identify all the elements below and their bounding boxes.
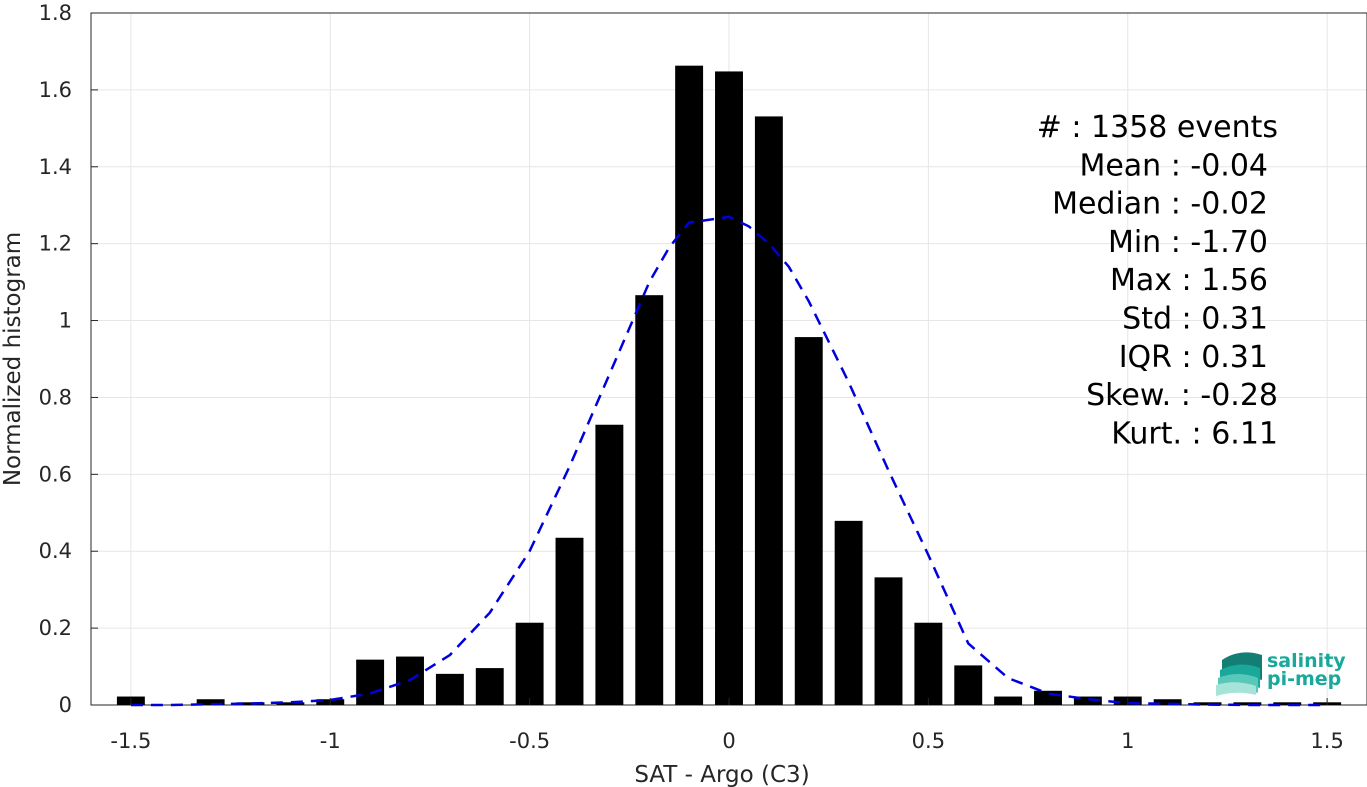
histogram-bar [874,577,903,705]
histogram-bar [834,520,863,705]
y-axis-ticks: 0 0.2 0.4 0.6 0.8 1 1.2 1.4 1.6 1.8 [39,1,98,717]
histogram-bar [994,696,1023,705]
histogram-bar [1273,702,1302,705]
wave-layers-icon [1216,652,1262,696]
x-tick-label: -1.5 [110,729,151,753]
fit-curve [130,215,1328,707]
y-tick-label: 1.4 [39,155,72,179]
y-tick-label: 0.8 [39,385,72,409]
x-axis-ticks: -1.5 -1 -0.5 0 0.5 1 1.5 [110,698,1344,753]
x-axis-label: SAT - Argo (C3) [634,762,809,787]
histogram-bar [675,65,704,706]
histogram-bars [116,65,1342,706]
x-tick-label: 1 [1121,729,1134,753]
x-tick-label: -0.5 [509,729,550,753]
histogram-bar [475,668,504,705]
x-tick-label: 0 [722,729,735,753]
histogram-bar [356,659,385,705]
histogram-bar [276,702,305,705]
y-tick-label: 0.4 [39,539,72,563]
histogram-bar [954,665,983,705]
stat-line: # : 1358 events [1037,110,1278,145]
stat-line: Skew. : -0.28 [1086,378,1278,413]
x-tick-label: 1.5 [1310,729,1343,753]
histogram-bar [715,71,743,706]
histogram-bar [555,537,584,705]
x-tick-label: 0.5 [912,729,945,753]
histogram-bar [236,702,265,705]
y-axis-label: Normalized histogram [0,232,26,486]
y-tick-label: 1 [59,309,72,333]
histogram-bar [196,699,225,705]
y-tick-label: 1.8 [39,1,72,25]
salinity-pi-mep-logo: salinity pi-mep [1216,650,1346,696]
stat-line: Mean : -0.04 [1079,148,1268,183]
histogram-bar [515,622,544,705]
stat-line: Median : -0.02 [1052,187,1268,222]
y-tick-label: 1.2 [39,232,72,256]
logo-text-salinity: salinity [1267,650,1346,672]
histogram-bar [595,424,624,705]
histogram-bar [754,116,783,706]
stat-line: Kurt. : 6.11 [1111,416,1278,451]
stat-line: Min : -1.70 [1108,225,1268,260]
stat-line: Max : 1.56 [1110,263,1268,298]
logo-text-pi-mep: pi-mep [1267,668,1341,690]
y-tick-label: 0.2 [39,616,72,640]
histogram-bar [1193,702,1222,705]
histogram-bar [435,673,464,705]
histogram-bar [635,295,664,705]
histogram-bar [1233,702,1262,705]
y-tick-label: 1.6 [39,78,72,102]
stat-line: IQR : 0.31 [1119,340,1268,375]
y-tick-label: 0 [59,693,72,717]
stat-line: Std : 0.31 [1122,302,1268,337]
x-tick-label: -1 [320,729,341,753]
histogram-bar [914,622,943,705]
histogram-bar [1073,696,1102,705]
y-tick-label: 0.6 [39,462,72,486]
histogram-bar [794,337,823,705]
histogram-bar [1153,699,1182,705]
histogram-bar [1034,690,1062,705]
